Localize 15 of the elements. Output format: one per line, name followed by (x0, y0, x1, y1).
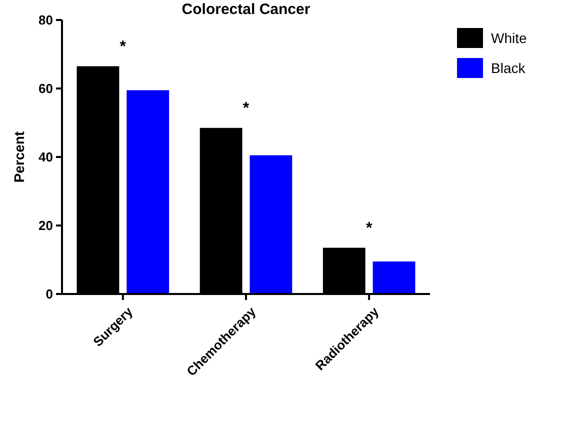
legend-label: White (491, 30, 527, 46)
bar (250, 155, 292, 294)
y-tick-label: 80 (38, 12, 53, 28)
bar (126, 90, 170, 294)
legend-label: Black (491, 60, 526, 76)
y-tick-label: 60 (38, 81, 53, 96)
chart-title: Colorectal Cancer (182, 1, 310, 18)
annotation: * (120, 38, 127, 56)
y-axis-title: Percent (11, 130, 27, 183)
y-tick-label: 40 (38, 150, 53, 165)
y-tick-label: 0 (46, 286, 53, 302)
annotation: * (366, 220, 373, 237)
annotation: * (242, 100, 250, 118)
bar (372, 261, 416, 294)
y-tick-label: 20 (38, 218, 53, 234)
